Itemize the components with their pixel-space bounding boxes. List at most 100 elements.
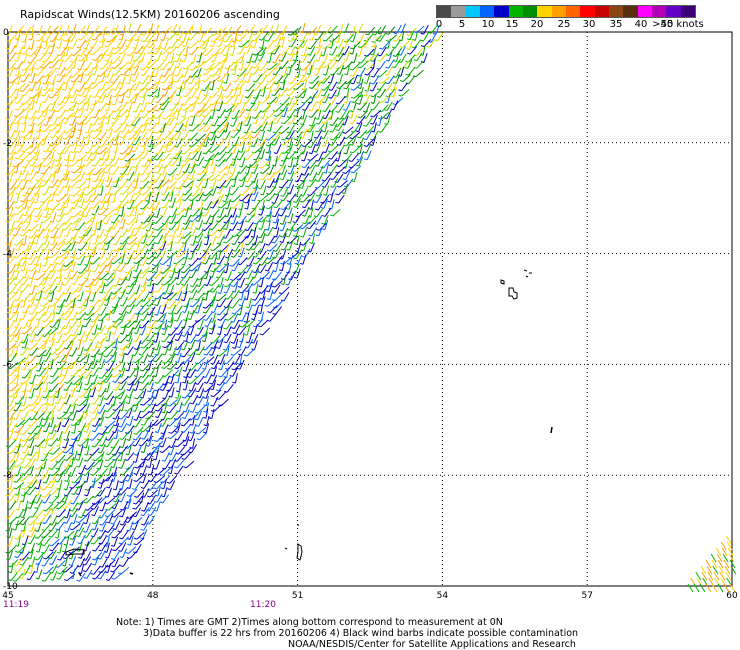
wind-barb bbox=[85, 51, 90, 62]
wind-barb-tick bbox=[64, 164, 68, 167]
wind-barb bbox=[381, 95, 390, 103]
wind-barb bbox=[240, 247, 245, 258]
wind-barb-tick bbox=[224, 390, 228, 393]
wind-barb bbox=[169, 136, 174, 147]
wind-barb-tick bbox=[308, 138, 312, 141]
wind-barb-tick bbox=[260, 94, 264, 97]
wind-barb bbox=[121, 78, 125, 89]
wind-barb bbox=[65, 131, 73, 140]
wind-barb bbox=[9, 264, 17, 274]
wind-barb bbox=[247, 269, 253, 280]
wind-barb-tick bbox=[82, 32, 87, 35]
wind-barb bbox=[290, 38, 297, 48]
wind-barb bbox=[382, 41, 390, 50]
wind-barb bbox=[64, 242, 72, 252]
wind-barb bbox=[170, 312, 174, 323]
wind-barb bbox=[115, 201, 123, 211]
wind-barb bbox=[260, 242, 266, 253]
wind-barb-tick bbox=[42, 340, 47, 343]
wind-barb bbox=[38, 361, 44, 372]
wind-barb bbox=[247, 222, 254, 231]
wind-barb bbox=[37, 279, 45, 288]
wind-barb bbox=[79, 325, 84, 335]
wind-barb bbox=[99, 53, 106, 63]
wind-barb bbox=[232, 221, 239, 231]
wind-barb bbox=[57, 163, 62, 173]
wind-barb-tick bbox=[91, 73, 95, 76]
wind-barb-tick bbox=[194, 66, 199, 69]
wind-barb bbox=[59, 250, 69, 258]
wind-barb-tick bbox=[244, 124, 248, 127]
wind-barb bbox=[73, 48, 82, 56]
wind-barb-tick bbox=[104, 248, 108, 251]
wind-barb bbox=[407, 59, 413, 69]
wind-barb bbox=[176, 257, 185, 265]
wind-barb bbox=[79, 143, 86, 153]
wind-barb-tick bbox=[272, 73, 276, 76]
wind-barb bbox=[106, 164, 113, 174]
wind-barb bbox=[43, 135, 48, 146]
wind-barb bbox=[15, 327, 22, 337]
wind-barb-tick bbox=[343, 101, 347, 104]
wind-barb-tick bbox=[259, 208, 263, 211]
wind-barb bbox=[199, 199, 205, 210]
wind-barb-tick bbox=[125, 74, 129, 77]
wind-barb bbox=[190, 362, 199, 371]
wind-barb bbox=[122, 151, 130, 161]
wind-barb-tick bbox=[117, 297, 122, 300]
wind-barb bbox=[94, 157, 102, 167]
wind-barb-tick bbox=[189, 166, 193, 169]
wind-barb-tick bbox=[85, 186, 89, 189]
wind-barb bbox=[143, 117, 149, 127]
wind-barb bbox=[205, 214, 212, 225]
wind-barb bbox=[163, 30, 168, 41]
wind-barb bbox=[92, 381, 100, 390]
wind-speed-legend: 0 5 10 15 20 25 30 35 40 45 >50 knots bbox=[436, 5, 704, 32]
wind-barb-tick bbox=[376, 39, 381, 42]
wind-barb bbox=[218, 194, 224, 204]
wind-barb bbox=[297, 254, 303, 265]
wind-barb bbox=[176, 194, 184, 203]
wind-barb bbox=[66, 299, 75, 308]
wind-barb bbox=[113, 304, 119, 314]
wind-barb bbox=[45, 352, 52, 362]
wind-barb bbox=[71, 158, 80, 167]
wind-barb-tick bbox=[357, 108, 361, 111]
wind-barb-tick bbox=[236, 228, 241, 231]
wind-barb-tick bbox=[280, 143, 284, 146]
wind-barb bbox=[93, 145, 101, 155]
wind-barb-tick bbox=[110, 311, 114, 314]
wind-barb bbox=[8, 25, 13, 36]
wind-barb-tick bbox=[315, 194, 320, 197]
wind-barb-tick bbox=[279, 109, 284, 112]
wind-barb-tick bbox=[113, 213, 117, 216]
wind-barb-tick bbox=[313, 222, 318, 225]
wind-barb bbox=[254, 129, 261, 139]
wind-barb-tick bbox=[398, 31, 402, 34]
wind-barb bbox=[267, 32, 274, 42]
wind-barb bbox=[198, 382, 204, 393]
wind-barb bbox=[192, 226, 197, 237]
wind-barb bbox=[57, 151, 63, 162]
wind-barb-tick bbox=[251, 332, 255, 335]
wind-barb-tick bbox=[159, 263, 164, 266]
wind-barb bbox=[106, 325, 111, 335]
wind-barb-tick bbox=[154, 313, 158, 316]
wind-barb bbox=[10, 383, 19, 392]
legend-swatch bbox=[594, 6, 609, 17]
wind-barb-tick bbox=[126, 256, 130, 259]
wind-barb-tick bbox=[176, 235, 180, 238]
wind-barb bbox=[10, 327, 18, 337]
wind-barb-tick bbox=[257, 187, 261, 190]
wind-barb-tick bbox=[187, 32, 192, 35]
wind-barb bbox=[155, 353, 163, 363]
wind-barb-tick bbox=[196, 129, 200, 132]
wind-barb bbox=[373, 93, 377, 104]
wind-barb bbox=[248, 251, 256, 260]
wind-barb bbox=[67, 104, 76, 112]
wind-barb bbox=[155, 191, 159, 202]
wind-barb bbox=[190, 339, 196, 350]
wind-barb-tick bbox=[329, 59, 333, 62]
wind-barb-tick bbox=[141, 33, 145, 36]
wind-barb bbox=[51, 299, 60, 307]
